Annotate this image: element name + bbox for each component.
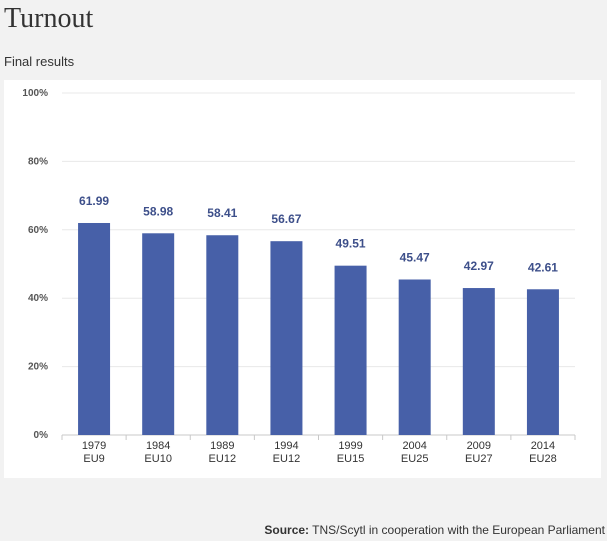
x-tick-sublabel: EU25	[401, 453, 429, 465]
y-tick-label: 40%	[28, 293, 48, 304]
x-tick-sublabel: EU15	[337, 453, 365, 465]
bar-value-label: 56.67	[271, 212, 301, 226]
turnout-bar-chart: 0%20%40%60%80%100%61.991979EU958.981984E…	[22, 88, 576, 465]
y-tick-label: 100%	[22, 88, 48, 99]
page-title: Turnout	[4, 3, 94, 34]
page-subtitle: Final results	[4, 54, 75, 69]
x-tick-label: 1984	[146, 440, 170, 452]
bar-2014	[526, 289, 559, 435]
y-tick-label: 80%	[28, 156, 48, 167]
bar-value-label: 58.41	[207, 206, 237, 220]
bar-value-label: 45.47	[400, 250, 430, 264]
bar-value-label: 58.98	[143, 204, 173, 218]
bar-1994	[270, 241, 303, 435]
x-tick-label: 2014	[531, 440, 555, 452]
x-tick-sublabel: EU27	[465, 453, 493, 465]
bar-value-label: 61.99	[79, 194, 109, 208]
x-tick-label: 2009	[467, 440, 491, 452]
x-tick-sublabel: EU9	[83, 453, 104, 465]
bar-1989	[206, 235, 239, 435]
x-tick-sublabel: EU28	[529, 453, 557, 465]
bar-2009	[462, 288, 495, 435]
bar-1979	[78, 222, 111, 435]
bar-2004	[398, 279, 431, 435]
x-tick-label: 1994	[274, 440, 298, 452]
bar-1999	[334, 265, 367, 435]
x-tick-sublabel: EU10	[144, 453, 172, 465]
bar-value-label: 49.51	[336, 237, 366, 251]
bar-1984	[142, 233, 175, 435]
x-tick-label: 1979	[82, 440, 106, 452]
y-tick-label: 60%	[28, 225, 48, 236]
y-tick-label: 20%	[28, 362, 48, 373]
source-note: Source: TNS/Scytl in cooperation with th…	[264, 523, 605, 537]
bar-value-label: 42.61	[528, 260, 558, 274]
y-tick-label: 0%	[34, 430, 49, 441]
source-text: TNS/Scytl in cooperation with the Europe…	[312, 523, 605, 537]
x-tick-sublabel: EU12	[273, 453, 301, 465]
x-tick-label: 1989	[210, 440, 234, 452]
chart-panel: 0% 20% 40% 60% 80% 100% 61.99 1979 EU9 58.98 1984 E…	[4, 80, 601, 478]
x-tick-label: 2004	[402, 440, 426, 452]
bar-value-label: 42.97	[464, 259, 494, 273]
source-label: Source:	[264, 523, 310, 537]
x-tick-sublabel: EU12	[209, 453, 237, 465]
x-tick-label: 1999	[338, 440, 362, 452]
